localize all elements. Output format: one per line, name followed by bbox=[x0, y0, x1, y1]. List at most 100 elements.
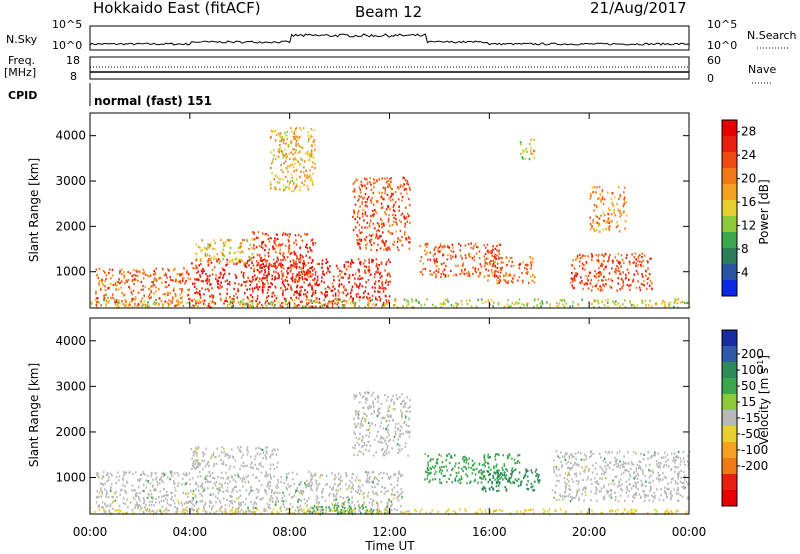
range-gate-cell bbox=[526, 304, 528, 307]
range-gate-cell bbox=[292, 136, 295, 139]
range-gate-cell bbox=[255, 300, 257, 303]
range-gate-cell bbox=[498, 253, 501, 256]
range-gate-cell bbox=[173, 502, 176, 505]
range-gate-cell bbox=[166, 301, 169, 304]
range-gate-cell bbox=[257, 263, 259, 266]
range-gate-cell bbox=[232, 304, 234, 307]
nsky-tick-min: 10^0 bbox=[52, 39, 82, 52]
range-gate-cell bbox=[158, 482, 161, 485]
range-gate-cell bbox=[166, 502, 169, 505]
range-gate-cell bbox=[358, 278, 360, 281]
range-gate-cell bbox=[605, 283, 607, 286]
range-gate-cell bbox=[243, 302, 245, 306]
range-gate-cell bbox=[265, 457, 267, 460]
range-gate-cell bbox=[483, 475, 485, 478]
range-gate-cell bbox=[596, 186, 598, 189]
range-gate-cell bbox=[563, 298, 565, 301]
range-gate-cell bbox=[665, 476, 667, 480]
range-gate-cell bbox=[385, 299, 388, 302]
range-gate-cell bbox=[288, 248, 290, 251]
range-gate-cell bbox=[289, 252, 292, 255]
range-gate-cell bbox=[271, 274, 273, 277]
range-gate-cell bbox=[249, 300, 251, 303]
range-gate-cell bbox=[327, 267, 329, 270]
range-gate-cell bbox=[271, 488, 273, 491]
range-gate-cell bbox=[191, 457, 193, 460]
range-gate-cell bbox=[281, 305, 284, 308]
range-gate-cell bbox=[206, 474, 209, 477]
range-gate-cell bbox=[517, 484, 520, 487]
range-gate-cell bbox=[160, 300, 163, 303]
range-gate-cell bbox=[326, 482, 328, 485]
range-gate-cell bbox=[334, 502, 337, 505]
range-gate-cell bbox=[107, 504, 109, 507]
range-gate-cell bbox=[602, 259, 605, 262]
range-gate-cell bbox=[98, 284, 100, 287]
range-gate-cell bbox=[600, 254, 603, 257]
range-gate-cell bbox=[159, 276, 162, 279]
range-gate-cell bbox=[192, 462, 194, 465]
colorbar-segment bbox=[722, 120, 737, 137]
range-gate-cell bbox=[209, 258, 212, 261]
range-gate-cell bbox=[399, 429, 402, 432]
range-gate-cell bbox=[488, 466, 490, 469]
range-gate-cell bbox=[617, 266, 620, 269]
range-gate-cell bbox=[314, 289, 317, 293]
range-gate-cell bbox=[143, 501, 146, 504]
range-gate-cell bbox=[329, 486, 331, 489]
range-gate-cell bbox=[171, 301, 173, 304]
range-gate-cell bbox=[571, 454, 573, 457]
range-gate-cell bbox=[331, 488, 333, 491]
range-gate-cell bbox=[400, 214, 403, 217]
range-gate-cell bbox=[563, 456, 566, 459]
range-gate-cell bbox=[133, 282, 135, 286]
range-gate-cell bbox=[505, 256, 508, 259]
range-gate-cell bbox=[212, 452, 215, 455]
range-gate-cell bbox=[435, 462, 438, 465]
range-gate-cell bbox=[364, 420, 367, 423]
range-gate-cell bbox=[385, 181, 388, 184]
range-gate-cell bbox=[510, 305, 512, 308]
range-gate-cell bbox=[638, 466, 640, 469]
range-gate-cell bbox=[510, 280, 513, 283]
range-gate-cell bbox=[295, 144, 297, 147]
range-gate-cell bbox=[311, 183, 314, 186]
range-gate-cell bbox=[390, 493, 393, 496]
range-gate-cell bbox=[261, 277, 264, 280]
range-gate-cell bbox=[115, 299, 118, 302]
range-gate-cell bbox=[592, 221, 594, 224]
range-gate-cell bbox=[533, 281, 536, 284]
range-gate-cell bbox=[474, 269, 476, 272]
colorbar-segment bbox=[722, 264, 737, 281]
range-gate-cell bbox=[238, 506, 240, 509]
range-gate-cell bbox=[575, 457, 577, 460]
range-gate-cell bbox=[118, 475, 121, 478]
range-gate-cell bbox=[392, 493, 395, 496]
range-gate-cell bbox=[492, 474, 494, 477]
range-gate-cell bbox=[332, 299, 335, 302]
range-gate-cell bbox=[454, 479, 457, 482]
range-gate-cell bbox=[306, 296, 308, 299]
range-gate-cell bbox=[386, 425, 389, 429]
range-gate-cell bbox=[646, 259, 648, 263]
range-gate-cell bbox=[297, 233, 300, 236]
range-gate-cell bbox=[305, 302, 308, 305]
range-gate-cell bbox=[645, 485, 647, 488]
range-gate-cell bbox=[101, 501, 104, 504]
range-gate-cell bbox=[662, 472, 664, 475]
range-gate-cell bbox=[456, 305, 458, 308]
range-gate-cell bbox=[221, 446, 223, 449]
range-gate-cell bbox=[285, 186, 287, 189]
range-gate-cell bbox=[503, 463, 506, 466]
range-gate-cell bbox=[615, 272, 617, 275]
range-gate-cell bbox=[293, 305, 296, 308]
range-gate-cell bbox=[279, 243, 281, 246]
range-gate-cell bbox=[203, 452, 206, 455]
range-gate-cell bbox=[403, 183, 405, 186]
range-gate-cell bbox=[323, 298, 325, 302]
range-gate-cell bbox=[253, 287, 256, 290]
range-gate-cell bbox=[444, 474, 446, 477]
range-gate-cell bbox=[368, 258, 370, 261]
range-gate-cell bbox=[606, 191, 609, 194]
range-gate-cell bbox=[517, 454, 519, 457]
